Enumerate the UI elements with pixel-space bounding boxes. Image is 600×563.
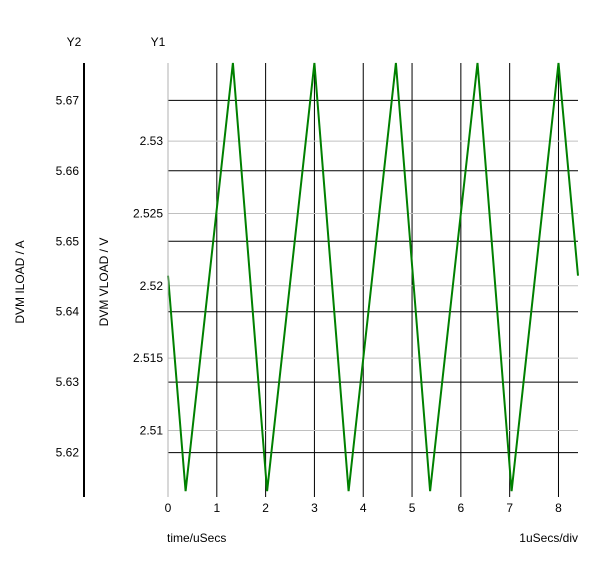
y1-tick-label: 2.53 xyxy=(140,134,164,148)
y1-axis-label: DVM VLOAD / V xyxy=(97,238,111,327)
y1-axis-title: Y1 xyxy=(151,35,166,49)
y2-tick-label: 5.67 xyxy=(56,93,80,107)
x-scale-note: 1uSecs/div xyxy=(519,531,578,545)
axes: 0 1 2 3 4 5 6 7 8 2.51 2.515 2.52 2.525 2.53 5.62 5.63 5… xyxy=(56,63,562,515)
y2-tick-label: 5.66 xyxy=(56,164,80,178)
series-line-vload xyxy=(167,62,579,492)
y1-tick-label: 2.525 xyxy=(133,206,163,220)
y1-tick-label: 2.515 xyxy=(133,351,163,365)
x-tick-label: 4 xyxy=(360,501,367,515)
y2-tick-label: 5.63 xyxy=(56,375,80,389)
y1-tick-label: 2.52 xyxy=(140,279,164,293)
x-tick-label: 7 xyxy=(506,501,513,515)
x-tick-label: 1 xyxy=(213,501,220,515)
y1-tick-label: 2.51 xyxy=(140,423,164,437)
y2-axis-title: Y2 xyxy=(67,35,82,49)
x-tick-label: 0 xyxy=(165,501,172,515)
y2-tick-label: 5.65 xyxy=(56,234,80,248)
series-layer xyxy=(167,62,579,492)
x-tick-label: 5 xyxy=(409,501,416,515)
x-tick-label: 2 xyxy=(262,501,269,515)
y2-tick-label: 5.62 xyxy=(56,446,80,460)
x-axis-label: time/uSecs xyxy=(167,531,226,545)
x-tick-label: 6 xyxy=(458,501,465,515)
y2-axis-label: DVM ILOAD / A xyxy=(13,240,27,323)
y2-tick-label: 5.64 xyxy=(56,305,80,319)
grid xyxy=(167,63,578,497)
x-tick-label: 8 xyxy=(555,501,562,515)
x-tick-label: 3 xyxy=(311,501,318,515)
